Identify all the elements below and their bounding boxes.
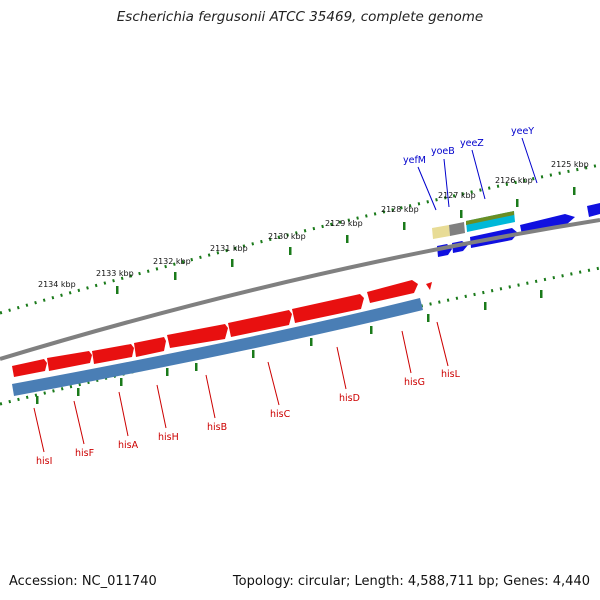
accession-label: Accession: NC_011740 xyxy=(9,574,157,589)
reverse-cds-band xyxy=(12,298,423,396)
ruler-tick xyxy=(460,210,463,218)
genome-summary: Topology: circular; Length: 4,588,711 bp… xyxy=(232,574,590,589)
forward-strand xyxy=(432,203,600,257)
gene-label-hisH: hisH xyxy=(158,432,179,443)
ruler-tick xyxy=(403,222,406,230)
ruler-tick xyxy=(346,235,349,243)
gene-hisF[interactable] xyxy=(47,351,92,371)
ruler-tick xyxy=(231,259,234,267)
inner-tick xyxy=(195,363,198,371)
label-leader xyxy=(267,361,280,406)
ruler-label: 2130 kbp xyxy=(268,232,306,241)
inner-tick xyxy=(370,326,373,334)
label-leader xyxy=(436,321,449,367)
cds-yeeZ-top xyxy=(466,211,514,225)
ruler-tick xyxy=(573,187,576,195)
gene-label-yefM: yefM xyxy=(403,155,426,166)
cds-yoeB xyxy=(449,222,465,236)
inner-tick xyxy=(77,388,80,396)
reverse-labels: hisL hisG hisD hisC hisB hisH hisA hisF … xyxy=(33,321,461,467)
ruler-label: 2128 kbp xyxy=(381,205,419,214)
gene-label-hisB: hisB xyxy=(207,422,227,433)
ruler-tick xyxy=(116,286,119,294)
ruler-label: 2134 kbp xyxy=(38,280,76,289)
gene-hisH[interactable] xyxy=(134,337,166,357)
inner-tick xyxy=(427,314,430,322)
label-leader xyxy=(33,407,45,453)
ruler-label: 2127 kbp xyxy=(438,191,476,200)
inner-tick xyxy=(540,290,543,298)
outer-ruler-track xyxy=(0,163,600,315)
gene-label-yeeZ: yeeZ xyxy=(460,138,484,149)
inner-tick xyxy=(310,338,313,346)
gene-label-hisG: hisG xyxy=(404,377,425,388)
gene-label-yeeY: yeeY xyxy=(511,126,534,137)
gene-hisL[interactable] xyxy=(426,282,432,290)
ruler-label: 2125 kbp xyxy=(551,160,589,169)
gene-hisB[interactable] xyxy=(167,324,228,348)
label-leader xyxy=(118,391,129,437)
label-leader xyxy=(336,346,347,390)
ruler-label: 2129 kbp xyxy=(325,219,363,228)
label-leader xyxy=(73,400,85,445)
inner-tick xyxy=(36,396,39,404)
gene-label-yoeB: yoeB xyxy=(431,146,455,157)
gene-label-hisA: hisA xyxy=(118,440,139,451)
gene-hisC[interactable] xyxy=(228,310,292,337)
label-leader xyxy=(443,158,450,208)
inner-ruler xyxy=(0,266,600,406)
gene-hisD[interactable] xyxy=(292,294,364,323)
label-leader xyxy=(471,149,486,200)
label-leader xyxy=(521,137,538,184)
reverse-strand xyxy=(12,280,432,396)
gene-label-hisI: hisI xyxy=(36,456,52,467)
label-leader xyxy=(205,374,216,419)
ruler-tick xyxy=(174,272,177,280)
gene-label-hisC: hisC xyxy=(270,409,291,420)
gene-label-hisL: hisL xyxy=(441,369,461,380)
ruler-label: 2131 kbp xyxy=(210,244,248,253)
inner-tick xyxy=(484,302,487,310)
label-leader xyxy=(401,330,412,374)
cds-yefM xyxy=(432,225,450,239)
inner-tick xyxy=(252,350,255,358)
ruler-label: 2126 kbp xyxy=(495,176,533,185)
ruler-tick xyxy=(516,199,519,207)
ruler-label: 2132 kbp xyxy=(153,257,191,266)
gene-hisA[interactable] xyxy=(92,344,134,364)
inner-tick xyxy=(166,368,169,376)
inner-tick xyxy=(120,378,123,386)
genome-backbone xyxy=(0,218,600,361)
ruler-label: 2133 kbp xyxy=(96,269,134,278)
forward-labels: yefM yoeB yeeZ yeeY xyxy=(403,126,538,211)
label-leader xyxy=(156,384,167,429)
gene-partial-right[interactable] xyxy=(587,203,600,217)
gene-hisI[interactable] xyxy=(12,359,47,377)
label-leader xyxy=(417,166,437,211)
ruler-tick xyxy=(289,247,292,255)
map-title: Escherichia fergusonii ATCC 35469, compl… xyxy=(116,9,484,25)
gene-label-hisF: hisF xyxy=(75,448,94,459)
gene-hisG[interactable] xyxy=(367,280,418,303)
outer-ruler: 2125 kbp 2126 kbp 2127 kbp 2128 kbp 2129… xyxy=(0,160,600,315)
gene-label-hisD: hisD xyxy=(339,393,360,404)
